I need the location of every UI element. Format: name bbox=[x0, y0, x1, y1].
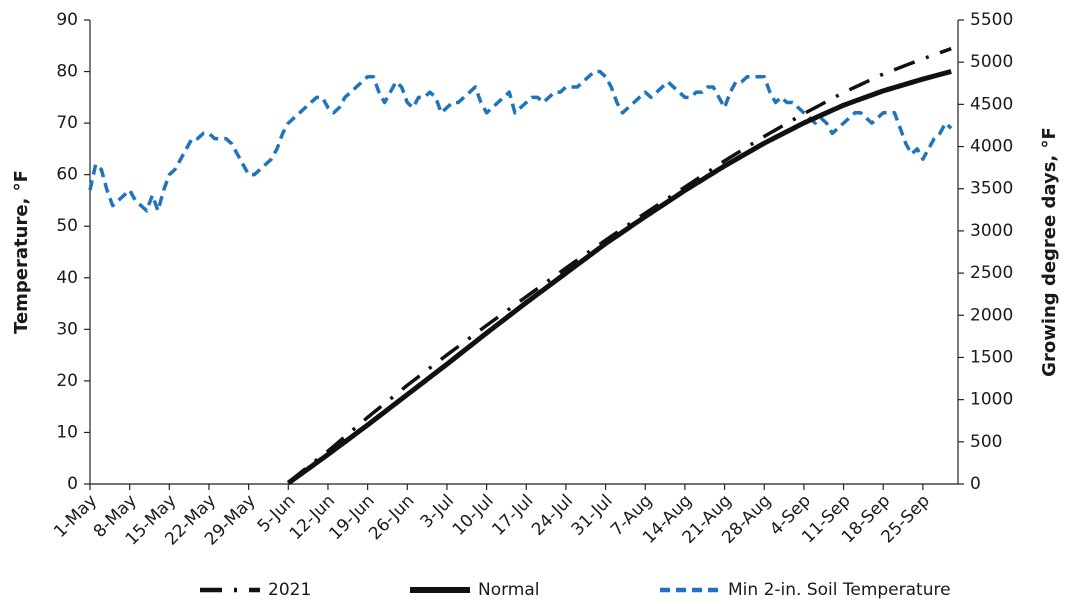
y-tick-label: 30 bbox=[56, 319, 78, 339]
y2-tick-label: 4000 bbox=[970, 137, 1013, 157]
y2-tick-label: 2000 bbox=[970, 305, 1013, 325]
x-tick-label: 26-Jun bbox=[365, 491, 418, 544]
series-line bbox=[88, 69, 953, 213]
y2-axis-title: Growing degree days, °F bbox=[1039, 127, 1060, 377]
legend-label: Normal bbox=[478, 580, 540, 600]
legend-label: Min 2-in. Soil Temperature bbox=[728, 580, 951, 600]
y-tick-label: 90 bbox=[56, 10, 78, 30]
x-tick-label: 17-Jul bbox=[488, 491, 537, 540]
y2-tick-label: 1000 bbox=[970, 390, 1013, 410]
y2-tick-label: 1500 bbox=[970, 347, 1013, 367]
y2-tick-label: 3000 bbox=[970, 221, 1013, 241]
y-tick-label: 80 bbox=[56, 62, 78, 82]
y-tick-label: 0 bbox=[67, 474, 78, 494]
x-tick-label: 1-May bbox=[50, 491, 101, 542]
series-line bbox=[287, 47, 952, 484]
series-line bbox=[286, 69, 952, 486]
x-tick-label: 10-Jul bbox=[449, 491, 498, 540]
y2-tick-label: 3500 bbox=[970, 179, 1013, 199]
y-axis-title: Temperature, °F bbox=[11, 170, 32, 334]
y2-tick-label: 5000 bbox=[970, 52, 1013, 72]
x-tick-label: 31-Jul bbox=[568, 491, 617, 540]
y-tick-label: 50 bbox=[56, 216, 78, 236]
y-tick-label: 20 bbox=[56, 371, 78, 391]
y-tick-label: 10 bbox=[56, 422, 78, 442]
y2-tick-label: 500 bbox=[970, 432, 1002, 452]
legend-label: 2021 bbox=[268, 580, 311, 600]
y2-tick-label: 5500 bbox=[970, 10, 1013, 30]
y2-tick-label: 4500 bbox=[970, 94, 1013, 114]
y2-tick-label: 2500 bbox=[970, 263, 1013, 283]
y-tick-label: 70 bbox=[56, 113, 78, 133]
y2-tick-label: 0 bbox=[970, 474, 981, 494]
y-tick-label: 60 bbox=[56, 165, 78, 185]
x-tick-label: 24-Jul bbox=[528, 491, 577, 540]
y-tick-label: 40 bbox=[56, 268, 78, 288]
